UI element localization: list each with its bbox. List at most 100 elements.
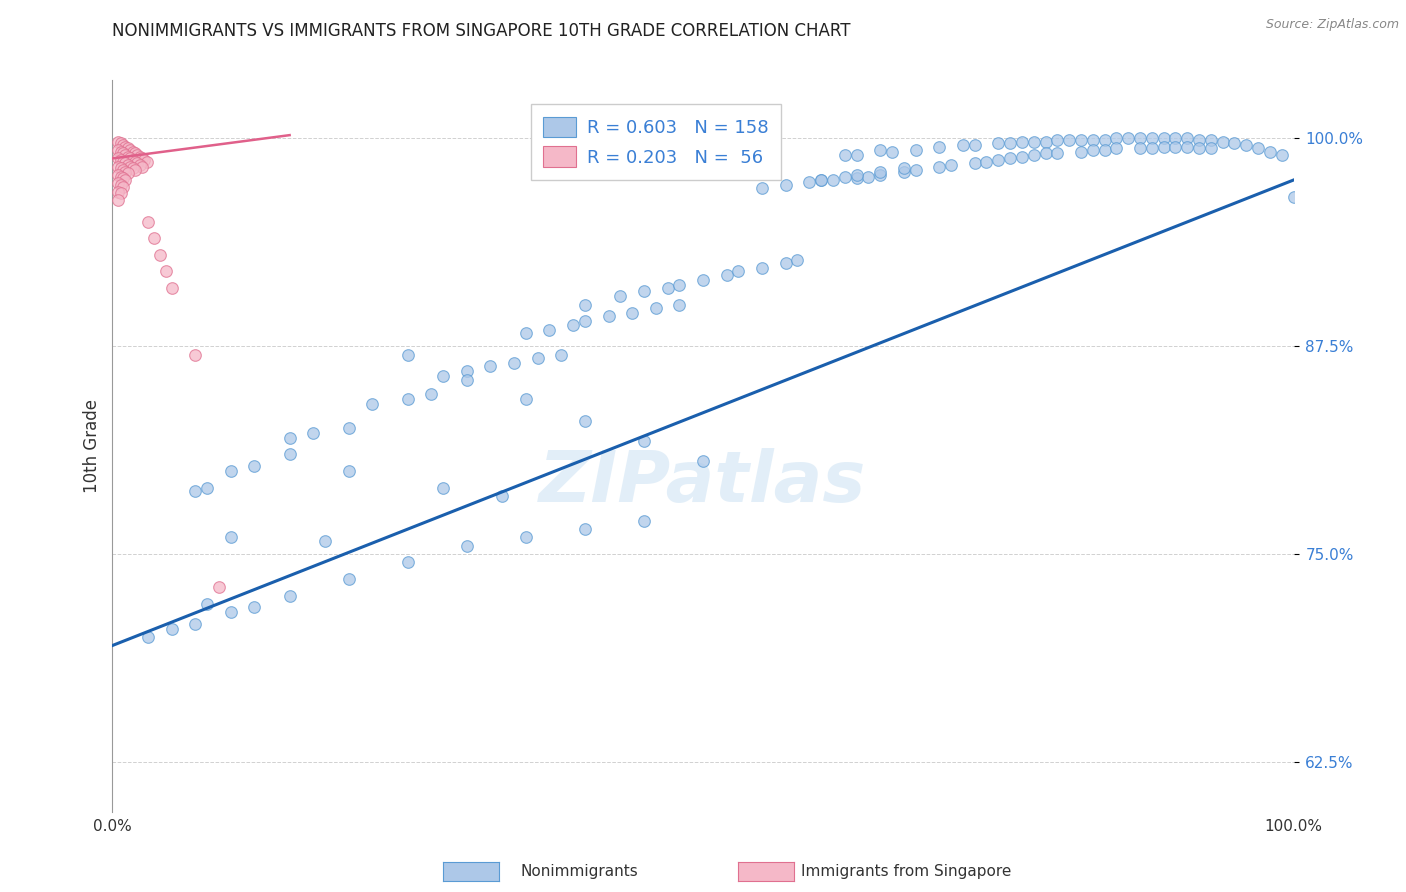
Y-axis label: 10th Grade: 10th Grade [83,399,101,493]
Point [1199,141,1222,155]
Point [456,372,478,386]
Point [1022,148,1045,162]
Point [195,597,218,611]
Point [110,169,132,184]
Point [821,173,844,187]
Point [598,310,620,324]
Point [195,481,218,495]
Point [1271,148,1294,162]
Point [976,154,998,169]
Text: Immigrants from Singapore: Immigrants from Singapore [801,863,1012,879]
Point [562,318,585,332]
Point [869,164,891,178]
Point [1164,131,1187,145]
Point [810,173,832,187]
Point [134,153,156,167]
Point [609,289,631,303]
Text: NONIMMIGRANTS VS IMMIGRANTS FROM SINGAPORE 10TH GRADE CORRELATION CHART: NONIMMIGRANTS VS IMMIGRANTS FROM SINGAPO… [112,22,851,40]
Point [131,152,153,166]
Point [135,154,157,169]
Point [114,140,136,154]
Point [786,252,808,267]
Point [117,158,139,172]
Point [124,146,146,161]
Point [420,387,443,401]
Point [112,146,135,161]
Point [880,145,903,159]
Point [110,178,132,192]
Point [1258,145,1281,159]
Point [110,186,132,201]
Point [845,168,868,182]
Point [963,156,986,170]
Point [1070,133,1092,147]
Point [775,256,797,270]
Point [121,153,143,167]
Point [633,514,655,528]
Point [987,153,1010,167]
Point [114,164,136,178]
Point [112,138,135,153]
Text: Nonimmigrants: Nonimmigrants [520,863,638,879]
Point [110,153,132,167]
Point [112,179,135,194]
Point [928,160,950,174]
Point [110,161,132,176]
Point [124,163,146,178]
Point [112,163,135,178]
Point [1282,189,1305,203]
Point [574,522,596,536]
Point [869,168,891,182]
Point [538,323,561,337]
Point [314,533,336,548]
Point [1105,131,1128,145]
Point [727,264,749,278]
Point [633,434,655,448]
Point [1175,140,1198,154]
Point [1175,131,1198,145]
Point [998,136,1021,151]
Point [893,164,915,178]
Point [574,414,596,428]
Point [491,489,513,503]
Point [574,298,596,312]
Point [574,314,596,328]
Point [107,168,129,182]
Point [1022,135,1045,149]
Point [858,169,880,184]
Point [692,273,714,287]
Point [644,301,666,315]
Text: Source: ZipAtlas.com: Source: ZipAtlas.com [1265,18,1399,31]
Point [117,141,139,155]
Point [127,148,149,162]
Point [243,458,266,473]
Point [1129,141,1152,155]
Point [928,140,950,154]
Point [107,193,129,207]
Point [1081,133,1104,147]
Point [1105,141,1128,155]
Point [219,464,242,478]
Point [1140,131,1163,145]
Point [149,248,172,262]
Point [834,169,856,184]
Point [1057,133,1080,147]
Point [278,447,301,461]
Point [1116,131,1139,145]
Point [184,483,207,498]
Point [1070,145,1092,159]
Point [633,285,655,299]
Point [998,152,1021,166]
Point [337,420,360,434]
Point [121,161,143,176]
Point [904,163,927,178]
Point [834,148,856,162]
Point [127,156,149,170]
Point [939,158,962,172]
Point [810,173,832,187]
Point [114,148,136,162]
Point [668,298,690,312]
Point [668,277,690,292]
Point [302,425,325,440]
Point [184,616,207,631]
